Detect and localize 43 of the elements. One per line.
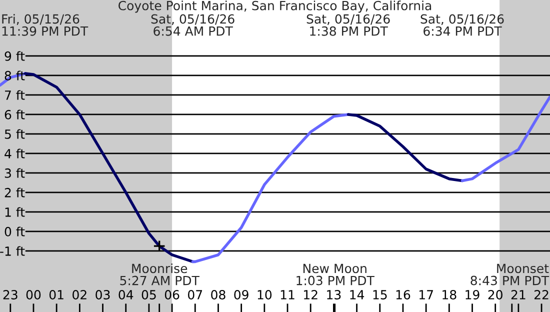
x-tick-label: 09 bbox=[234, 290, 248, 300]
x-tick-label: 11 bbox=[280, 290, 294, 300]
x-tick-label: 07 bbox=[188, 290, 202, 300]
y-tick-label: 4 ft bbox=[4, 148, 25, 158]
x-tick-label: 17 bbox=[419, 290, 433, 300]
annotation: Sat, 05/16/26 6:34 PM PDT bbox=[420, 14, 504, 36]
x-tick-label: 15 bbox=[373, 290, 387, 300]
x-tick-label: 21 bbox=[511, 290, 526, 300]
annotation: New Moon 1:03 PM PDT bbox=[296, 264, 374, 286]
y-tick-label: 0 ft bbox=[4, 226, 25, 236]
annotation: Sat, 05/16/26 6:54 AM PDT bbox=[151, 14, 234, 36]
annotation: Moonset 8:43 PM PDT bbox=[470, 264, 550, 286]
y-tick-label: 8 ft bbox=[4, 70, 25, 80]
x-tick-label: 03 bbox=[96, 290, 110, 300]
y-tick-label: 3 ft bbox=[4, 168, 25, 178]
y-tick-label: 9 ft bbox=[4, 51, 25, 61]
x-tick-label: 14 bbox=[350, 290, 364, 300]
chart-title: Coyote Point Marina, San Francisco Bay, California bbox=[118, 0, 432, 13]
x-tick-label: 00 bbox=[26, 290, 41, 300]
x-tick-label: 06 bbox=[164, 290, 180, 300]
x-tick-label: 10 bbox=[258, 290, 272, 300]
x-tick-label: 19 bbox=[466, 290, 480, 300]
annotation: Sat, 05/16/26 1:38 PM PDT bbox=[306, 14, 390, 36]
x-tick-label: 04 bbox=[118, 290, 134, 300]
y-tick-label: 5 ft bbox=[4, 129, 25, 139]
x-tick-label: 22 bbox=[534, 290, 548, 300]
x-tick-label: 12 bbox=[304, 290, 318, 300]
x-tick-label: 02 bbox=[72, 290, 86, 300]
y-tick-label: 7 ft bbox=[5, 90, 25, 100]
y-tick-label: 1 ft bbox=[5, 207, 25, 217]
x-tick-label: 20 bbox=[488, 290, 502, 300]
y-tick-label: 2 ft bbox=[4, 188, 25, 198]
x-tick-label: 05 bbox=[142, 290, 156, 300]
x-tick-label: 18 bbox=[442, 290, 456, 300]
y-tick-label: -1 ft bbox=[0, 246, 25, 256]
annotation: Fri, 05/15/26 11:39 PM PDT bbox=[2, 14, 88, 36]
x-tick-label: 16 bbox=[396, 290, 410, 300]
x-tick-label: 01 bbox=[49, 290, 64, 300]
y-tick-label: 6 ft bbox=[4, 110, 25, 120]
x-tick-label: 13 bbox=[327, 290, 341, 300]
x-tick-label: 08 bbox=[211, 290, 226, 300]
x-tick-label: 23 bbox=[3, 290, 18, 300]
annotation: Moonrise 5:27 AM PDT bbox=[120, 263, 200, 286]
